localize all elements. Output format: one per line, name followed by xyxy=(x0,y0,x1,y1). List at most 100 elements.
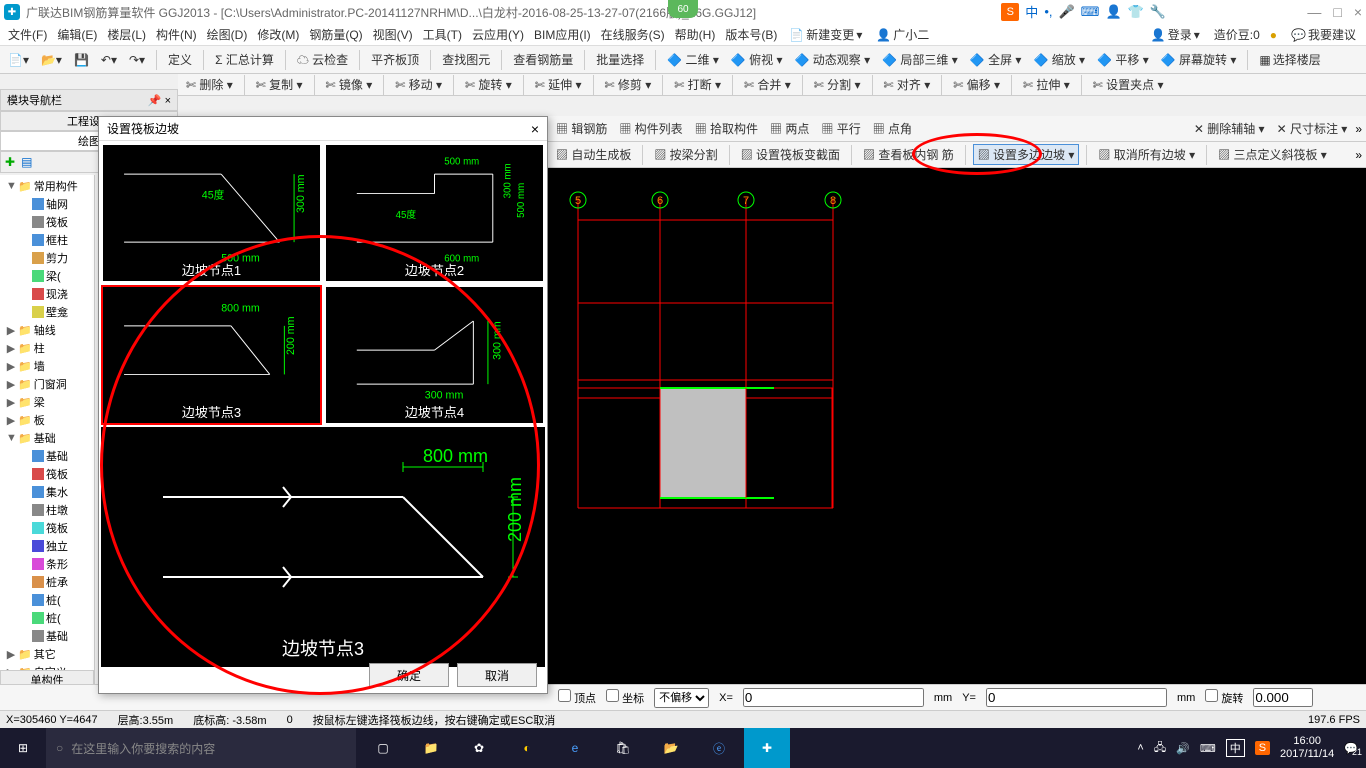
tb1-item[interactable]: 查看钢筋量 xyxy=(509,50,577,69)
tree-item[interactable]: 集水 xyxy=(2,483,92,501)
menu-item[interactable]: BIM应用(I) xyxy=(532,26,593,43)
ime-tool-icon[interactable]: 🔧 xyxy=(1150,4,1166,20)
tree-item[interactable]: 梁( xyxy=(2,267,92,285)
taskbar-search[interactable]: ○ 在这里输入你要搜索的内容 xyxy=(46,728,356,768)
tree-item[interactable]: ▶ 📁 柱 xyxy=(2,339,92,357)
tb4-item[interactable]: ▨ 设置多边边坡 ▾ xyxy=(973,144,1080,165)
menu-item[interactable]: 钢筋量(Q) xyxy=(307,26,364,43)
ggj-icon[interactable]: ✚ xyxy=(744,728,790,768)
offset-select[interactable]: 不偏移 xyxy=(654,688,709,708)
app2-icon[interactable]: ◐ xyxy=(504,728,550,768)
tb3-item[interactable]: ▦ 两点 xyxy=(766,119,813,138)
minimize-button[interactable]: — xyxy=(1307,4,1321,20)
tb3b-item[interactable]: ✕ 尺寸标注 ▾ xyxy=(1273,119,1352,138)
edge-icon[interactable]: e xyxy=(552,728,598,768)
tree-item[interactable]: 桩( xyxy=(2,591,92,609)
tb1b-item[interactable]: 🔷 缩放 ▾ xyxy=(1029,50,1089,69)
coin-icon[interactable]: ● xyxy=(1270,28,1277,42)
tb1b-item[interactable]: 🔷 俯视 ▾ xyxy=(727,50,787,69)
x-input[interactable] xyxy=(743,688,924,707)
tb3-item[interactable]: ▦ 拾取构件 xyxy=(691,119,762,138)
tb1-item[interactable]: 平齐板顶 xyxy=(367,50,423,69)
cancel-button[interactable]: 取消 xyxy=(457,663,537,687)
tree-item[interactable]: 轴网 xyxy=(2,195,92,213)
tb1-item[interactable]: Σ 汇总计算 xyxy=(211,50,278,69)
pin-icon[interactable]: 📌 × xyxy=(148,94,171,107)
tree-item[interactable]: 桩( xyxy=(2,609,92,627)
undo-icon[interactable]: ↶▾ xyxy=(97,52,121,68)
tree-item[interactable]: 框柱 xyxy=(2,231,92,249)
nav-axis-icon[interactable]: ▤ xyxy=(21,155,32,169)
tree-item[interactable]: 现浇 xyxy=(2,285,92,303)
tb4-item[interactable]: ▨ 按梁分割 xyxy=(650,145,721,164)
tree-item[interactable]: 剪力 xyxy=(2,249,92,267)
menu-item[interactable]: 楼层(L) xyxy=(105,26,148,43)
tb2-item[interactable]: ✄ 删除 ▾ xyxy=(182,75,237,94)
tb2-item[interactable]: ✄ 打断 ▾ xyxy=(670,75,725,94)
slope-thumb-2[interactable]: 500 mm600 mm45度300 mm500 mm边坡节点2 xyxy=(324,143,545,283)
tb1b-item[interactable]: 🔷 二维 ▾ xyxy=(663,50,723,69)
tb2-item[interactable]: ✄ 偏移 ▾ xyxy=(949,75,1004,94)
ie-icon[interactable]: ⓔ xyxy=(696,728,742,768)
tb3b-item[interactable]: ✕ 删除辅轴 ▾ xyxy=(1190,119,1269,138)
canvas[interactable]: 5678 xyxy=(548,168,1366,688)
explorer-icon[interactable]: 📁 xyxy=(408,728,454,768)
open-icon[interactable]: 📂▾ xyxy=(37,52,66,68)
rotate-check[interactable]: 旋转 xyxy=(1205,689,1243,706)
folder2-icon[interactable]: 📂 xyxy=(648,728,694,768)
nav-add-icon[interactable]: ✚ xyxy=(5,155,15,169)
tb1-item[interactable]: 查找图元 xyxy=(438,50,494,69)
ime-lang[interactable]: 中 xyxy=(1025,2,1038,21)
tb1b-item[interactable]: 🔷 动态观察 ▾ xyxy=(791,50,875,69)
rotate-input[interactable] xyxy=(1253,688,1313,707)
slope-thumb-4[interactable]: 300 mm300 mm边坡节点4 xyxy=(324,285,545,425)
save-icon[interactable]: 💾 xyxy=(70,52,93,68)
ime-keyboard-icon[interactable]: ⌨ xyxy=(1081,4,1100,20)
app1-icon[interactable]: ✿ xyxy=(456,728,502,768)
tb2-item[interactable]: ✄ 延伸 ▾ xyxy=(531,75,586,94)
tb3-item[interactable]: ▦ 构件列表 xyxy=(615,119,686,138)
tb2-item[interactable]: ✄ 修剪 ▾ xyxy=(601,75,656,94)
menu-item[interactable]: 绘图(D) xyxy=(205,26,250,43)
toolbar3-more-icon[interactable]: » xyxy=(1355,122,1362,136)
redo-icon[interactable]: ↷▾ xyxy=(125,52,149,68)
tb1b-item[interactable]: 🔷 屏幕旋转 ▾ xyxy=(1157,50,1241,69)
slope-thumb-1[interactable]: 45度500 mm300 mm边坡节点1 xyxy=(101,143,322,283)
tb4-item[interactable]: ▨ 三点定义斜筏板 ▾ xyxy=(1214,145,1331,164)
suggest-button[interactable]: 💬 我要建议 xyxy=(1287,25,1360,44)
tree-item[interactable]: 筏板 xyxy=(2,519,92,537)
tb3-item[interactable]: ▦ 辑钢筋 xyxy=(552,119,611,138)
tree-item[interactable]: 基础 xyxy=(2,447,92,465)
tree-item[interactable]: 基础 xyxy=(2,627,92,645)
menu-item[interactable]: 版本号(B) xyxy=(723,26,779,43)
menu-item[interactable]: 编辑(E) xyxy=(55,26,99,43)
menu-item[interactable]: 工具(T) xyxy=(421,26,464,43)
tree-item[interactable]: ▶ 📁 门窗洞 xyxy=(2,375,92,393)
tray-ime[interactable]: 中 xyxy=(1226,739,1245,757)
tray-notification-icon[interactable]: 💬21 xyxy=(1344,742,1358,755)
menu-item[interactable]: 视图(V) xyxy=(371,26,415,43)
tb4-item[interactable]: ▨ 查看板内钢 筋 xyxy=(859,145,958,164)
tb2-item[interactable]: ✄ 镜像 ▾ xyxy=(322,75,377,94)
tb1-item[interactable]: 批量选择 xyxy=(592,50,648,69)
login-button[interactable]: 👤 登录 ▾ xyxy=(1147,25,1204,44)
tray-sogou-icon[interactable]: S xyxy=(1255,741,1270,755)
tree-item[interactable]: 条形 xyxy=(2,555,92,573)
ime-sogou-icon[interactable]: S xyxy=(1001,3,1019,21)
tree-item[interactable]: ▶ 📁 其它 xyxy=(2,645,92,663)
vertex-check[interactable]: 顶点 xyxy=(558,689,596,706)
tb2-item[interactable]: ✄ 对齐 ▾ xyxy=(880,75,935,94)
tray-clock[interactable]: 16:002017/11/14 xyxy=(1280,735,1334,761)
y-input[interactable] xyxy=(986,688,1167,707)
new-icon[interactable]: 📄▾ xyxy=(4,52,33,68)
menu-item[interactable]: 云应用(Y) xyxy=(470,26,526,43)
maximize-button[interactable]: □ xyxy=(1333,4,1341,20)
menu-item[interactable]: 修改(M) xyxy=(255,26,301,43)
tray-volume-icon[interactable]: 🔊 xyxy=(1176,742,1190,755)
tb4-item[interactable]: ▨ 设置筏板变截面 xyxy=(737,145,844,164)
tb2-item[interactable]: ✄ 旋转 ▾ xyxy=(461,75,516,94)
tree-item[interactable]: ▶ 📁 梁 xyxy=(2,393,92,411)
tb2-item[interactable]: ✄ 拉伸 ▾ xyxy=(1019,75,1074,94)
tb1-item[interactable]: ☁ 云检查 xyxy=(293,50,352,69)
tb2-item[interactable]: ✄ 合并 ▾ xyxy=(740,75,795,94)
